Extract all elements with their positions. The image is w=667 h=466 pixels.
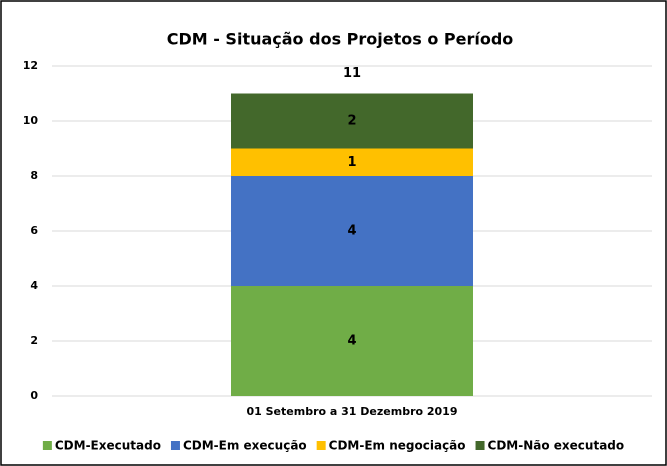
bar-segment	[231, 148, 473, 176]
y-tick-label: 8	[30, 169, 38, 182]
data-label: 2	[347, 114, 356, 129]
data-label: 4	[347, 224, 356, 239]
legend-label: CDM-Não executado	[488, 439, 625, 453]
y-tick-label: 4	[30, 279, 38, 292]
bar-segment	[231, 176, 473, 286]
y-tick-label: 10	[23, 114, 39, 127]
legend-swatch	[170, 441, 180, 450]
y-tick-label: 6	[30, 224, 38, 237]
legend-swatch	[316, 441, 326, 450]
y-tick-label: 0	[30, 389, 38, 402]
y-tick-label: 12	[23, 59, 38, 72]
legend-swatch	[475, 441, 485, 450]
total-label: 11	[343, 66, 361, 81]
legend-label: CDM-Executado	[55, 439, 161, 453]
x-tick-label: 01 Setembro a 31 Dezembro 2019	[247, 405, 458, 418]
chart-title: CDM - Situação dos Projetos o Período	[167, 30, 514, 49]
bar-segment	[231, 286, 473, 396]
data-label: 1	[347, 155, 356, 170]
y-tick-label: 2	[30, 334, 38, 347]
legend-label: CDM-Em negociação	[329, 439, 466, 453]
data-label: 4	[347, 334, 356, 349]
legend-label: CDM-Em execução	[183, 439, 307, 453]
legend-swatch	[42, 441, 52, 450]
legend: CDM-Executado CDM-Em execução CDM-Em negoc…	[42, 439, 625, 453]
bar-segment	[231, 93, 473, 149]
